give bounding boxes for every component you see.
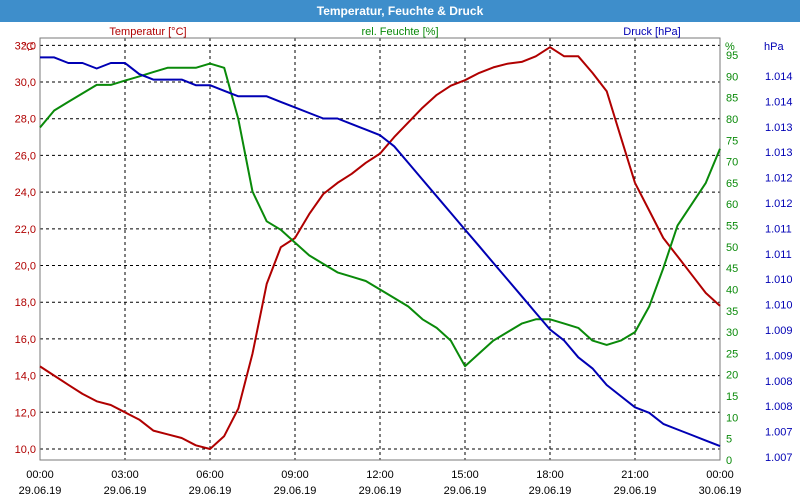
pressure-tick: 1.010 bbox=[765, 274, 793, 286]
temperature-axis-label: Temperatur [°C] bbox=[109, 26, 186, 38]
pressure-unit: hPa bbox=[764, 41, 784, 53]
pressure-tick: 1.012 bbox=[765, 173, 793, 185]
humidity-tick: 20 bbox=[726, 370, 738, 382]
x-tick-date: 29.06.19 bbox=[274, 485, 317, 497]
pressure-tick: 1.013 bbox=[765, 122, 793, 134]
pressure-axis-label: Druck [hPa] bbox=[623, 26, 680, 38]
temperature-tick: 18,0 bbox=[15, 297, 36, 309]
humidity-tick: 25 bbox=[726, 348, 738, 360]
x-tick-time: 18:00 bbox=[536, 469, 564, 481]
humidity-tick: 55 bbox=[726, 221, 738, 233]
humidity-tick: 50 bbox=[726, 242, 738, 254]
pressure-tick: 1.013 bbox=[765, 147, 793, 159]
temperature-tick: 20,0 bbox=[15, 261, 36, 273]
x-tick-time: 12:00 bbox=[366, 469, 394, 481]
temperature-tick: 16,0 bbox=[15, 334, 36, 346]
temperature-tick: 32,0 bbox=[15, 40, 36, 52]
humidity-tick: 75 bbox=[726, 135, 738, 147]
humidity-tick: 60 bbox=[726, 199, 738, 211]
pressure-tick: 1.012 bbox=[765, 198, 793, 210]
grid-lines bbox=[40, 38, 720, 460]
temperature-line bbox=[39, 46, 721, 450]
temperature-tick: 12,0 bbox=[15, 407, 36, 419]
pressure-tick: 1.011 bbox=[765, 223, 792, 235]
temperature-tick: 24,0 bbox=[15, 187, 36, 199]
humidity-tick: 5 bbox=[726, 434, 732, 446]
humidity-tick: 85 bbox=[726, 93, 738, 105]
pressure-tick: 1.008 bbox=[765, 376, 793, 388]
series-lines bbox=[39, 46, 721, 450]
x-tick-date: 29.06.19 bbox=[104, 485, 147, 497]
x-tick-date: 29.06.19 bbox=[529, 485, 572, 497]
temperature-tick: 26,0 bbox=[15, 150, 36, 162]
pressure-tick: 1.010 bbox=[765, 300, 793, 312]
humidity-line bbox=[39, 62, 721, 368]
humidity-tick: 10 bbox=[726, 412, 738, 424]
x-tick-time: 00:00 bbox=[706, 469, 734, 481]
pressure-tick: 1.008 bbox=[765, 401, 793, 413]
pressure-tick: 1.009 bbox=[765, 350, 793, 362]
humidity-tick: 95 bbox=[726, 50, 738, 62]
x-tick-date: 29.06.19 bbox=[189, 485, 232, 497]
x-tick-date: 29.06.19 bbox=[444, 485, 487, 497]
humidity-tick: 35 bbox=[726, 306, 738, 318]
temperature-tick: 10,0 bbox=[15, 444, 36, 456]
x-tick-time: 00:00 bbox=[26, 469, 54, 481]
x-tick-date: 30.06.19 bbox=[699, 485, 742, 497]
pressure-tick: 1.014 bbox=[765, 96, 793, 108]
pressure-tick: 1.007 bbox=[765, 452, 793, 464]
x-tick-time: 03:00 bbox=[111, 469, 139, 481]
temperature-tick: 30,0 bbox=[15, 77, 36, 89]
humidity-unit: % bbox=[725, 41, 735, 53]
x-tick-date: 29.06.19 bbox=[359, 485, 402, 497]
humidity-tick: 40 bbox=[726, 284, 738, 296]
pressure-tick: 1.009 bbox=[765, 325, 793, 337]
x-tick-time: 06:00 bbox=[196, 469, 224, 481]
temperature-tick: 14,0 bbox=[15, 371, 36, 383]
humidity-tick: 70 bbox=[726, 157, 738, 169]
pressure-tick: 1.011 bbox=[765, 249, 792, 261]
temperature-unit: °C bbox=[22, 41, 34, 53]
pressure-tick: 1.014 bbox=[765, 71, 793, 83]
humidity-tick: 80 bbox=[726, 114, 738, 126]
x-tick-time: 21:00 bbox=[621, 469, 649, 481]
chart-title: Temperatur, Feuchte & Druck bbox=[0, 0, 800, 22]
temperature-tick: 22,0 bbox=[15, 224, 36, 236]
humidity-tick: 65 bbox=[726, 178, 738, 190]
x-tick-time: 15:00 bbox=[451, 469, 479, 481]
pressure-tick: 1.007 bbox=[765, 427, 793, 439]
humidity-tick: 15 bbox=[726, 391, 738, 403]
plot-frame bbox=[39, 37, 721, 461]
humidity-tick: 0 bbox=[726, 455, 732, 467]
x-tick-date: 29.06.19 bbox=[19, 485, 62, 497]
x-tick-date: 29.06.19 bbox=[614, 485, 657, 497]
pressure-line bbox=[40, 56, 721, 448]
axis-labels: 00:00 29.06.19 03:00 29.06.19 06:00 29.06.19 0… bbox=[15, 40, 793, 497]
humidity-tick: 30 bbox=[726, 327, 738, 339]
humidity-tick: 45 bbox=[726, 263, 738, 275]
humidity-tick: 90 bbox=[726, 71, 738, 83]
humidity-axis-label: rel. Feuchte [%] bbox=[361, 26, 438, 38]
x-tick-time: 09:00 bbox=[281, 469, 309, 481]
temperature-tick: 28,0 bbox=[15, 114, 36, 126]
